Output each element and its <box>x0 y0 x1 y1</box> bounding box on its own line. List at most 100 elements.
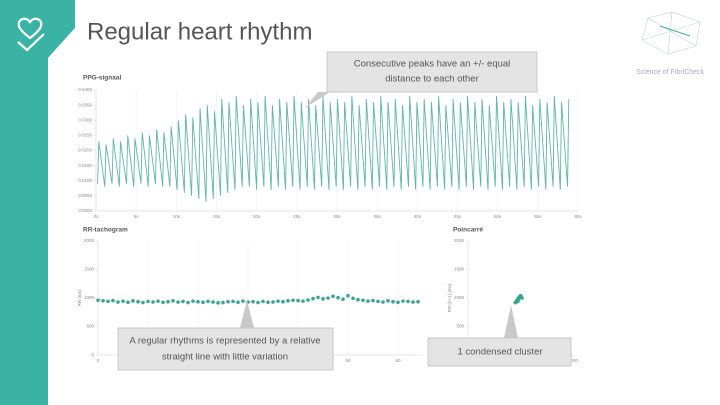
point <box>251 299 255 304</box>
point <box>416 299 420 304</box>
point <box>111 298 115 303</box>
point <box>221 300 225 305</box>
point <box>236 300 240 305</box>
point <box>266 300 270 305</box>
y-tick-label: 1000 <box>454 295 465 300</box>
x-tick-label: 10s <box>173 214 181 219</box>
callout: Consecutive peaks have an +/- equal dist… <box>305 51 538 108</box>
callout-text: 1 condensed cluster <box>457 347 542 358</box>
y-tick-label: 0.0200 <box>78 148 92 153</box>
y-tick-label: 500 <box>86 324 94 329</box>
slide-title: Regular heart rhythm <box>87 18 312 45</box>
point <box>271 300 275 304</box>
point <box>261 299 265 304</box>
point <box>281 299 285 304</box>
y-tick-label: 2000 <box>84 238 95 243</box>
x-tick-label: 60 <box>395 358 401 363</box>
x-tick-label: 25s <box>293 214 301 219</box>
point <box>161 300 165 305</box>
y-tick-label: 0.0300 <box>78 117 92 122</box>
point <box>146 299 150 304</box>
chart-title: PPG-signaal <box>83 75 121 82</box>
band-edge <box>48 28 75 405</box>
y-tick-label: 0.0350 <box>78 102 92 107</box>
point <box>381 300 385 304</box>
point <box>326 296 330 300</box>
x-tick-label: 50 <box>345 358 351 363</box>
point <box>311 296 315 301</box>
point <box>191 299 195 303</box>
y-tick-label: 500 <box>456 324 464 329</box>
logo-text: Science of FibriCheck <box>636 69 705 76</box>
y-tick-label: 0.0400 <box>78 87 92 92</box>
point <box>256 300 260 305</box>
point <box>406 299 410 304</box>
point <box>386 299 390 303</box>
point <box>361 298 365 303</box>
callout-text: Consecutive peaks have an +/- equal <box>354 59 511 70</box>
point <box>101 299 105 303</box>
point <box>181 299 185 304</box>
callout: 1 condensed cluster <box>427 305 572 367</box>
callout-text: A regular rhythms is represented by a re… <box>129 336 320 347</box>
point <box>131 299 135 303</box>
x-tick-label: 15s <box>213 214 221 219</box>
point <box>391 299 395 304</box>
point <box>276 299 280 303</box>
point <box>211 300 215 304</box>
point <box>301 299 305 303</box>
point <box>96 298 100 303</box>
point <box>121 299 125 303</box>
y-tick-label: 0.0000 <box>78 208 92 213</box>
y-tick-label: 0.0150 <box>78 163 92 168</box>
y-tick-label: 0.0050 <box>78 193 92 198</box>
chart-title: RR-tachogram <box>83 227 128 234</box>
point <box>116 300 120 304</box>
point <box>316 295 320 300</box>
y-tick-label: 1000 <box>84 295 95 300</box>
x-tick-label: 20s <box>253 214 261 219</box>
heart-icon <box>17 17 45 52</box>
point <box>171 299 175 303</box>
point <box>346 293 350 298</box>
point <box>366 299 370 303</box>
y-tick-label: 0.0250 <box>78 133 92 138</box>
callout-text: straight line with little variation <box>162 352 288 363</box>
chart-title: Poincarré <box>453 227 483 234</box>
point <box>206 299 210 304</box>
point <box>516 297 521 302</box>
point <box>141 300 145 305</box>
x-tick-label: 2000 <box>568 358 579 363</box>
point <box>126 300 130 305</box>
point <box>176 300 180 304</box>
point <box>151 300 155 304</box>
point <box>156 299 160 303</box>
logo <box>641 11 701 55</box>
point <box>296 298 300 303</box>
y-tick-label: 0 <box>91 352 94 357</box>
point <box>291 298 295 303</box>
point <box>520 296 524 300</box>
x-tick-label: 45s <box>454 214 462 219</box>
point <box>106 299 110 304</box>
point <box>286 299 290 303</box>
x-tick-label: 0 <box>97 358 100 363</box>
point <box>136 299 140 304</box>
x-tick-label: 5s <box>134 214 140 219</box>
side-band <box>0 0 75 405</box>
x-tick-label: 30s <box>333 214 341 219</box>
x-tick-label: 60s <box>574 214 582 219</box>
point <box>166 299 170 304</box>
y-tick-label: 1500 <box>84 267 95 272</box>
y-axis-label: RR (n+1) (ms) <box>447 283 452 312</box>
callout-text: distance to each other <box>385 74 478 85</box>
x-tick-label: 40s <box>414 214 422 219</box>
y-tick-label: 1500 <box>454 267 465 272</box>
x-tick-label: 55s <box>534 214 542 219</box>
point <box>371 298 375 303</box>
point <box>231 299 235 304</box>
y-tick-label: 0.0100 <box>78 178 92 183</box>
point <box>201 300 205 305</box>
point <box>196 299 200 304</box>
